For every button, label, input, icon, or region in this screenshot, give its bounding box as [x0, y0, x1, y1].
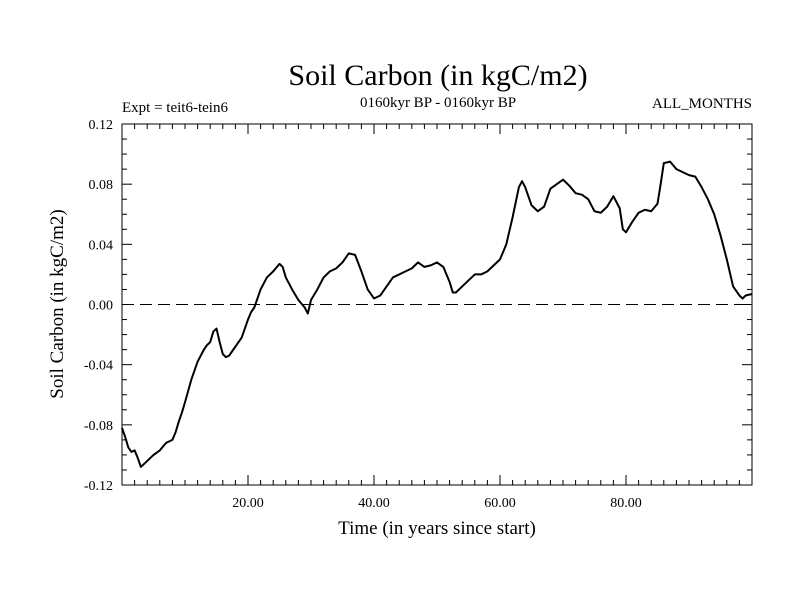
y-axis-label: Soil Carbon (in kgC/m2) [47, 209, 68, 398]
x-tick-label: 60.00 [484, 496, 516, 511]
x-axis-label: Time (in years since start) [338, 518, 536, 539]
months-note: ALL_MONTHS [652, 96, 752, 112]
axis-ticks [122, 124, 752, 485]
chart-title: Soil Carbon (in kgC/m2) [288, 59, 587, 92]
tick-labels: 20.00 40.00 60.00 80.00 0.12 0.08 0.04 0.00 -0.0… [84, 118, 642, 511]
x-tick-label: 20.00 [232, 496, 264, 511]
y-tick-label: 0.12 [89, 118, 114, 133]
y-tick-label: 0.08 [89, 178, 114, 193]
y-tick-label: -0.04 [84, 359, 113, 374]
soil-carbon-series-line [121, 160, 753, 468]
y-tick-label: 0.00 [89, 299, 114, 314]
y-tick-label: -0.12 [84, 479, 113, 494]
plot-frame [121, 123, 753, 486]
y-tick-label: 0.04 [89, 238, 114, 253]
chart-subtitle: 0160kyr BP - 0160kyr BP [360, 95, 516, 111]
y-tick-label: -0.08 [84, 419, 113, 434]
x-tick-label: 80.00 [610, 496, 642, 511]
experiment-note: Expt = teit6-tein6 [122, 100, 228, 116]
x-tick-label: 40.00 [358, 496, 390, 511]
